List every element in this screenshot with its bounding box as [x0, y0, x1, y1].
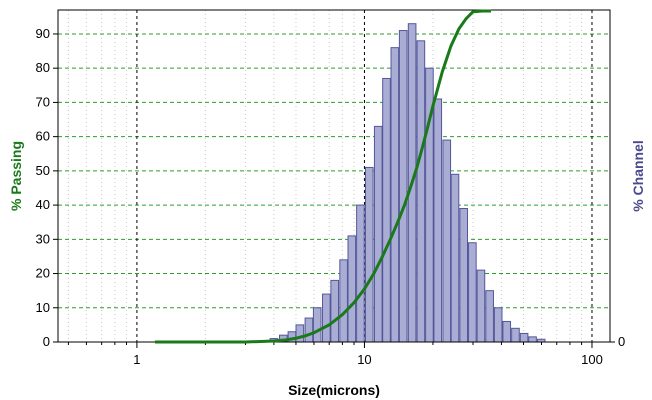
channel-bar: [519, 332, 529, 343]
y-tick-label: 60: [36, 129, 50, 144]
y-tick-label: 20: [36, 266, 50, 281]
channel-bar: [322, 293, 331, 343]
x-tick-label: 100: [581, 352, 603, 367]
channel-bar: [528, 336, 537, 343]
channel-bar: [390, 47, 400, 343]
y-tick-label: 50: [36, 163, 50, 178]
channel-bars: [269, 23, 546, 343]
channel-bar: [511, 327, 520, 343]
channel-bar: [382, 77, 391, 343]
y-tick-label: 30: [36, 231, 50, 246]
channel-bar: [398, 30, 408, 343]
y-tick-label: 70: [36, 94, 50, 109]
y-tick-label: 40: [36, 197, 50, 212]
right-y-tick-label: 0: [618, 334, 625, 349]
x-axis-title: Size(microns): [288, 382, 380, 398]
channel-bar: [493, 307, 503, 343]
channel-bar: [459, 208, 468, 343]
axes: 0 10 20 30 40 50 60 70 80 90 0 1 10 100: [36, 26, 626, 367]
x-tick-label: 10: [357, 352, 371, 367]
channel-bar: [347, 235, 357, 343]
right-y-axis-title: % Channel: [630, 140, 646, 212]
channel-bar: [442, 139, 452, 343]
channel-bar: [476, 269, 486, 343]
channel-bar: [373, 125, 383, 343]
channel-bar: [364, 166, 374, 343]
passing-curve: [154, 9, 492, 344]
plot-frame: [57, 9, 611, 343]
channel-bar: [433, 98, 443, 343]
x-tick-label: 1: [133, 352, 140, 367]
channel-bar: [330, 279, 340, 343]
channel-bar: [356, 204, 365, 343]
channel-bar: [339, 259, 348, 343]
channel-bar: [485, 290, 494, 343]
channel-bar: [502, 320, 512, 343]
y-tick-label: 0: [43, 334, 50, 349]
channel-bar: [304, 317, 314, 343]
y-tick-label: 90: [36, 26, 50, 41]
channel-bar: [416, 40, 426, 343]
y-tick-label: 10: [36, 300, 50, 315]
y-tick-label: 80: [36, 60, 50, 75]
channel-bar: [468, 242, 477, 343]
channel-bar: [312, 307, 322, 343]
left-y-axis-title: % Passing: [8, 141, 24, 211]
channel-bar: [450, 173, 460, 343]
